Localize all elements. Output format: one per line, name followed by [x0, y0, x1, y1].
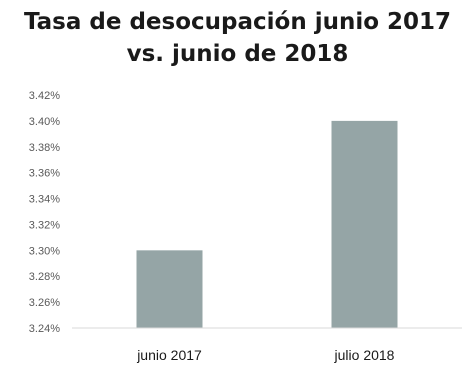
- bars: [136, 120, 398, 328]
- y-tick-label: 3.36%: [29, 168, 60, 180]
- y-tick-label: 3.32%: [29, 219, 60, 231]
- y-tick-label: 3.42%: [29, 90, 60, 102]
- y-tick-label: 3.38%: [29, 142, 60, 154]
- y-tick-label: 3.28%: [29, 271, 60, 283]
- x-category-label: julio 2018: [334, 347, 395, 363]
- x-axis: junio 2017 julio 2018: [136, 347, 394, 363]
- chart-title-line-1: Tasa de desocupación junio 2017: [23, 9, 452, 35]
- chart-title-line-2: vs. junio de 2018: [126, 41, 349, 67]
- bar-0: [136, 250, 203, 328]
- y-tick-label: 3.26%: [29, 297, 60, 309]
- y-tick-label: 3.34%: [29, 194, 60, 206]
- chart-title: Tasa de desocupación junio 2017 vs. juni…: [0, 6, 475, 70]
- y-tick-label: 3.30%: [29, 245, 60, 257]
- bar-1: [331, 120, 398, 328]
- x-category-label: junio 2017: [136, 347, 202, 363]
- y-tick-label: 3.40%: [29, 116, 60, 128]
- y-axis: 3.24% 3.26% 3.28% 3.30% 3.32% 3.34% 3.36% 3.38%…: [29, 90, 60, 335]
- y-tick-label: 3.24%: [29, 323, 60, 335]
